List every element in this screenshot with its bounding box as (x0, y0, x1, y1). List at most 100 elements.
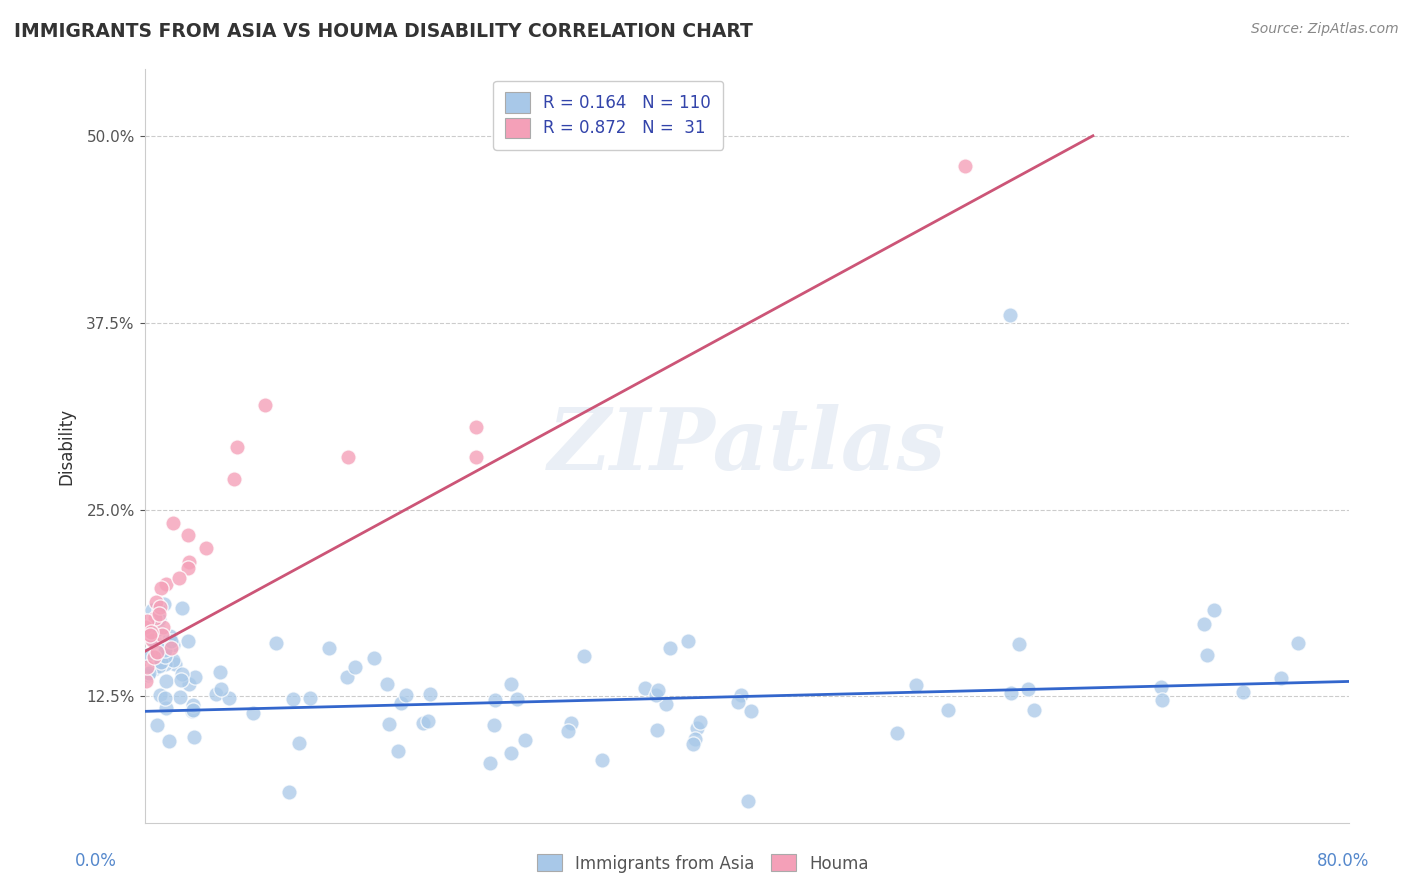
Point (730, 688, 752, 702)
Y-axis label: Disability: Disability (58, 408, 75, 484)
Point (159, 629, 181, 643)
Point (148, 603, 170, 617)
Point (727, 695, 749, 709)
Point (167, 571, 190, 585)
Point (170, 601, 193, 615)
Point (149, 599, 172, 614)
Point (484, 693, 506, 707)
Point (277, 785, 299, 799)
Point (1008, 637, 1031, 651)
Point (574, 649, 596, 664)
Point (143, 611, 166, 625)
Point (135, 648, 157, 662)
Point (416, 714, 439, 728)
Point (378, 717, 401, 731)
Point (162, 516, 184, 530)
Point (152, 628, 174, 642)
Point (557, 724, 579, 739)
Point (1368, 376, 1391, 390)
Point (172, 666, 194, 681)
Point (655, 697, 678, 711)
Point (148, 658, 170, 673)
Point (1232, 685, 1254, 699)
Point (1150, 693, 1173, 707)
Point (204, 687, 226, 701)
Point (344, 660, 367, 674)
Point (283, 691, 305, 706)
Point (179, 676, 201, 690)
Point (560, 715, 582, 730)
Point (740, 705, 762, 719)
Text: IMMIGRANTS FROM ASIA VS HOUMA DISABILITY CORRELATION CHART: IMMIGRANTS FROM ASIA VS HOUMA DISABILITY… (14, 22, 754, 41)
Point (1195, 648, 1218, 662)
Point (146, 718, 169, 732)
Point (149, 688, 172, 702)
Point (634, 681, 657, 695)
Point (136, 660, 159, 674)
Point (676, 633, 699, 648)
Point (143, 662, 166, 676)
Point (647, 682, 669, 697)
Point (644, 688, 666, 702)
Point (150, 581, 173, 595)
Point (141, 602, 163, 616)
Point (181, 704, 204, 718)
Point (336, 450, 359, 465)
Point (904, 678, 927, 692)
Point (141, 621, 163, 635)
Point (153, 691, 176, 706)
Point (591, 753, 613, 767)
Point (288, 736, 311, 750)
Point (134, 620, 156, 634)
Point (1024, 703, 1046, 717)
Point (1194, 617, 1216, 632)
Point (318, 640, 340, 655)
Point (155, 640, 177, 655)
Point (143, 649, 166, 664)
Point (387, 744, 409, 758)
Point (689, 715, 711, 730)
Point (419, 688, 441, 702)
Point (209, 665, 232, 680)
Point (179, 555, 201, 569)
Point (395, 688, 418, 702)
Point (181, 698, 204, 712)
Point (254, 398, 277, 412)
Point (139, 628, 162, 642)
Point (1017, 681, 1039, 696)
Legend: Immigrants from Asia, Houma: Immigrants from Asia, Houma (530, 847, 876, 880)
Point (464, 420, 486, 434)
Point (162, 653, 184, 667)
Point (170, 673, 193, 687)
Point (148, 612, 170, 626)
Point (479, 756, 502, 771)
Point (998, 308, 1021, 322)
Text: ZIPatlas: ZIPatlas (547, 404, 946, 488)
Point (155, 673, 177, 688)
Point (194, 541, 217, 555)
Point (389, 696, 412, 710)
Point (1150, 681, 1173, 695)
Point (209, 681, 232, 696)
Point (1270, 671, 1292, 685)
Point (159, 634, 181, 648)
Point (375, 676, 398, 690)
Point (135, 674, 157, 689)
Point (155, 643, 177, 657)
Point (152, 597, 174, 611)
Legend: R = 0.164   N = 110, R = 0.872   N =  31: R = 0.164 N = 110, R = 0.872 N = 31 (494, 80, 723, 150)
Point (155, 648, 177, 663)
Point (218, 690, 240, 705)
Point (139, 624, 162, 639)
Point (363, 650, 385, 665)
Point (499, 746, 522, 760)
Point (682, 737, 704, 751)
Point (226, 440, 249, 454)
Point (506, 692, 529, 706)
Point (181, 703, 204, 717)
Point (177, 633, 200, 648)
Point (155, 577, 177, 591)
Point (886, 726, 908, 740)
Point (150, 655, 173, 669)
Text: 80.0%: 80.0% (1316, 852, 1369, 870)
